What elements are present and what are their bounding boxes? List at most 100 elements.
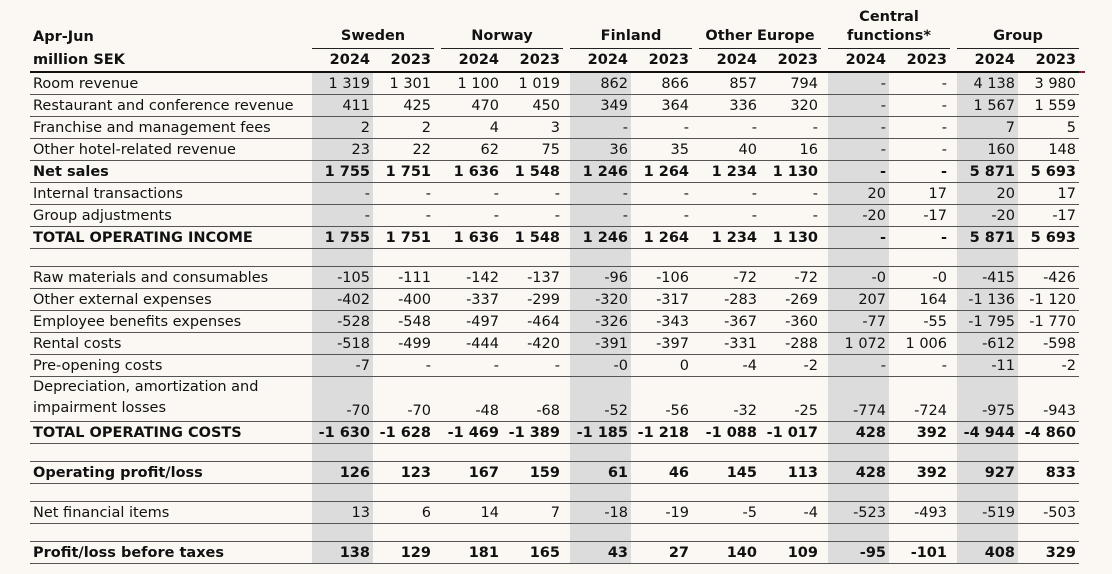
row-label-line1: Depreciation, amortization and bbox=[33, 379, 259, 395]
table-row: Profit/loss before taxes 138 129 181 165 43 27… bbox=[30, 541, 1079, 564]
value-cell: - bbox=[441, 204, 502, 227]
value-cell: - bbox=[760, 116, 821, 139]
value-cell: 1 130 bbox=[760, 160, 821, 183]
value-cell: 425 bbox=[373, 94, 434, 117]
value-cell: -17 bbox=[889, 204, 950, 227]
group-header-central-line1: Central bbox=[859, 9, 919, 25]
value-cell: - bbox=[570, 182, 631, 205]
value-cell: -18 bbox=[570, 501, 631, 524]
value-cell: -317 bbox=[631, 288, 692, 311]
value-cell: - bbox=[631, 116, 692, 139]
value-cell: -269 bbox=[760, 288, 821, 311]
value-cell: - bbox=[828, 116, 889, 139]
value-cell: -70 bbox=[312, 376, 373, 422]
value-cell: 927 bbox=[957, 461, 1018, 484]
value-cell: 1 751 bbox=[373, 160, 434, 183]
value-cell: 145 bbox=[699, 461, 760, 484]
value-cell: 140 bbox=[699, 541, 760, 564]
value-cell: -55 bbox=[889, 310, 950, 333]
value-cell: 138 bbox=[312, 541, 373, 564]
value-cell: -1 795 bbox=[957, 310, 1018, 333]
value-cell: -1 218 bbox=[631, 421, 692, 444]
row-label: Room revenue bbox=[30, 72, 312, 95]
value-cell: -96 bbox=[570, 266, 631, 289]
value-cell: 408 bbox=[957, 541, 1018, 564]
value-cell: 22 bbox=[373, 138, 434, 161]
value-cell: 411 bbox=[312, 94, 373, 117]
value-cell: -11 bbox=[957, 354, 1018, 377]
year-header: 2024 bbox=[828, 48, 889, 73]
value-cell: -106 bbox=[631, 266, 692, 289]
value-cell: 1 234 bbox=[699, 160, 760, 183]
group-header-norway: Norway bbox=[441, 25, 563, 49]
value-cell: -426 bbox=[1018, 266, 1079, 289]
value-cell: - bbox=[312, 182, 373, 205]
value-cell: 1 548 bbox=[502, 226, 563, 249]
value-cell: -499 bbox=[373, 332, 434, 355]
value-cell: 40 bbox=[699, 138, 760, 161]
table-row: Pre-opening costs -7- - - -0 0 -4 -2- - -11 -2 bbox=[30, 354, 1079, 377]
value-cell: -32 bbox=[699, 376, 760, 422]
value-cell: - bbox=[373, 204, 434, 227]
year-header: 2023 bbox=[1018, 48, 1079, 73]
value-cell: -20 bbox=[828, 204, 889, 227]
value-cell: - bbox=[828, 138, 889, 161]
value-cell: -95 bbox=[828, 541, 889, 564]
value-cell: 320 bbox=[760, 94, 821, 117]
year-header: 2023 bbox=[889, 48, 950, 73]
value-cell: - bbox=[889, 226, 950, 249]
year-header: 2023 bbox=[760, 48, 821, 73]
value-cell: - bbox=[828, 226, 889, 249]
value-cell: -1 120 bbox=[1018, 288, 1079, 311]
value-cell: - bbox=[631, 182, 692, 205]
value-cell: -2 bbox=[1018, 354, 1079, 377]
value-cell: -1 630 bbox=[312, 421, 373, 444]
row-label: Employee benefits expenses bbox=[30, 310, 312, 333]
table-row: Franchise and management fees 2 2 4 3- - - - - -7… bbox=[30, 116, 1079, 139]
row-label: Rental costs bbox=[30, 332, 312, 355]
value-cell: 4 bbox=[441, 116, 502, 139]
value-cell: -101 bbox=[889, 541, 950, 564]
value-cell: 1 130 bbox=[760, 226, 821, 249]
value-cell: 46 bbox=[631, 461, 692, 484]
segment-income-table: Central Apr-Jun Sweden Norway Finland Ot… bbox=[30, 3, 1079, 564]
value-cell: -1 770 bbox=[1018, 310, 1079, 333]
value-cell: 109 bbox=[760, 541, 821, 564]
value-cell: -142 bbox=[441, 266, 502, 289]
value-cell: - bbox=[760, 204, 821, 227]
value-cell: 866 bbox=[631, 72, 692, 95]
value-cell: -56 bbox=[631, 376, 692, 422]
value-cell: -1 017 bbox=[760, 421, 821, 444]
row-label: Other external expenses bbox=[30, 288, 312, 311]
row-label: Pre-opening costs bbox=[30, 354, 312, 377]
value-cell: -343 bbox=[631, 310, 692, 333]
spacer-row bbox=[30, 483, 1079, 502]
value-cell: -518 bbox=[312, 332, 373, 355]
table-row: Employee benefits expenses -528 -548 -497 -4… bbox=[30, 310, 1079, 333]
group-header-central-line2: functions* bbox=[828, 25, 950, 49]
table-row: Rental costs -518 -499 -444 -420 -391 -397 -331… bbox=[30, 332, 1079, 355]
value-cell: 862 bbox=[570, 72, 631, 95]
value-cell: -523 bbox=[828, 501, 889, 524]
value-cell: - bbox=[570, 204, 631, 227]
table-row: Room revenue 1 319 1 301 1 100 1 019 862 866 85… bbox=[30, 72, 1079, 95]
year-header: 2024 bbox=[312, 48, 373, 73]
value-cell: 1 301 bbox=[373, 72, 434, 95]
value-cell: 123 bbox=[373, 461, 434, 484]
table-row: Other external expenses -402 -400 -337 -299-… bbox=[30, 288, 1079, 311]
value-cell: -17 bbox=[1018, 204, 1079, 227]
value-cell: 1 755 bbox=[312, 160, 373, 183]
value-cell: - bbox=[373, 354, 434, 377]
value-cell: 159 bbox=[502, 461, 563, 484]
value-cell: 1 246 bbox=[570, 226, 631, 249]
value-cell: -519 bbox=[957, 501, 1018, 524]
value-cell: 14 bbox=[441, 501, 502, 524]
table-row: Depreciation, amortization and impairment… bbox=[30, 376, 1079, 422]
value-cell: - bbox=[889, 160, 950, 183]
value-cell: 36 bbox=[570, 138, 631, 161]
value-cell: 167 bbox=[441, 461, 502, 484]
value-cell: -326 bbox=[570, 310, 631, 333]
value-cell: 794 bbox=[760, 72, 821, 95]
year-header: 2024 bbox=[570, 48, 631, 73]
value-cell: 392 bbox=[889, 461, 950, 484]
